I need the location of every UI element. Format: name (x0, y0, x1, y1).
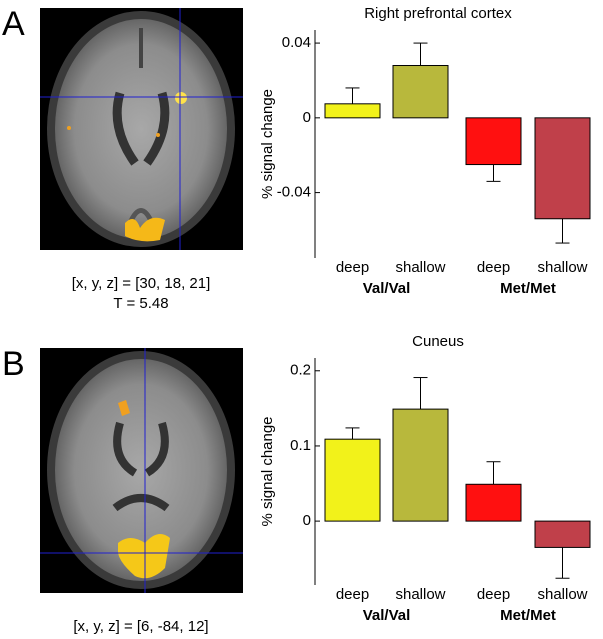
caption: T = 5.48 (113, 295, 168, 312)
y-tick-label: 0 (303, 109, 311, 126)
y-tick-label: 0.1 (290, 437, 311, 454)
y-tick-label: 0 (303, 512, 311, 529)
panel-label: A (2, 5, 25, 43)
bar (392, 408, 449, 522)
x-tick-label: shallow (537, 586, 587, 603)
group-label: Met/Met (500, 280, 556, 297)
bar (324, 103, 381, 119)
y-tick-label: 0.2 (290, 362, 311, 379)
y-tick-label: 0.04 (282, 34, 311, 51)
panel-label: B (2, 345, 25, 383)
chart-title: Right prefrontal cortex (364, 5, 512, 22)
chart-title: Cuneus (412, 333, 464, 350)
caption: T = 4.52 (113, 638, 168, 639)
bar (392, 65, 449, 119)
y-axis-label: % signal change (259, 416, 276, 526)
x-tick-label: shallow (395, 586, 445, 603)
y-axis-label: % signal change (259, 89, 276, 199)
x-tick-label: deep (477, 259, 510, 276)
group-label: Met/Met (500, 607, 556, 624)
bar (534, 117, 591, 220)
group-label: Val/Val (363, 607, 411, 624)
bar (324, 438, 381, 522)
brain-image (40, 8, 243, 250)
y-tick-label: -0.04 (277, 184, 311, 201)
brain-image (40, 348, 243, 593)
caption: [x, y, z] = [30, 18, 21] (72, 275, 211, 292)
x-tick-label: shallow (395, 259, 445, 276)
bar (465, 483, 522, 522)
x-tick-label: shallow (537, 259, 587, 276)
x-tick-label: deep (336, 259, 369, 276)
bar (465, 117, 522, 166)
x-tick-label: deep (477, 586, 510, 603)
group-label: Val/Val (363, 280, 411, 297)
bar (534, 520, 591, 548)
x-tick-label: deep (336, 586, 369, 603)
caption: [x, y, z] = [6, -84, 12] (73, 618, 208, 635)
